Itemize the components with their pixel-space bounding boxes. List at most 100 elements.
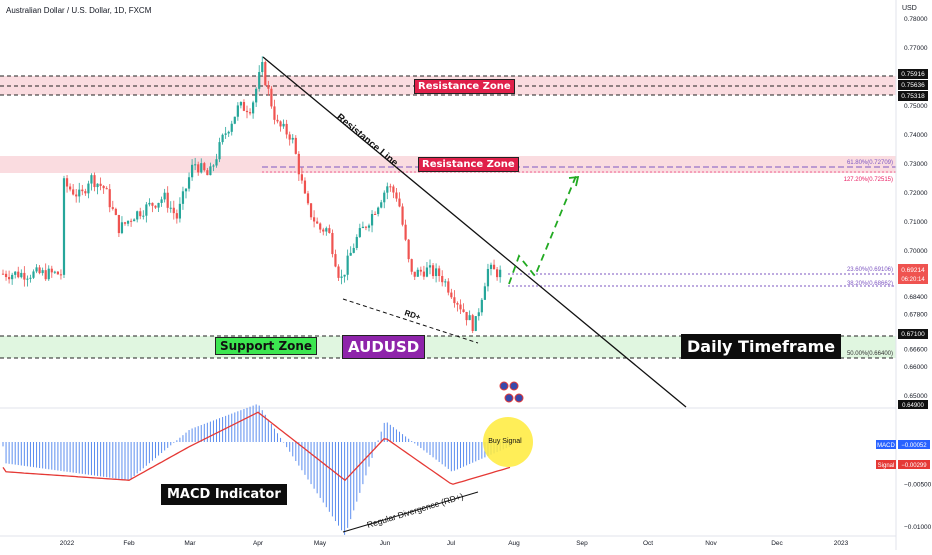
candle-body: [236, 105, 239, 117]
candle-body: [465, 311, 468, 321]
candle-body: [209, 166, 212, 176]
price-axis-tick: 0.66000: [904, 364, 928, 371]
price-axis-tick: 0.78000: [904, 16, 928, 23]
resistance-zone-label-upper: Resistance Zone: [414, 79, 515, 94]
price-axis-tick: 0.67800: [904, 312, 928, 319]
price-tag-a: 0.75916: [901, 71, 925, 78]
candle-body: [187, 177, 191, 189]
candle-body: [416, 269, 419, 277]
candle-body: [47, 268, 50, 280]
price-axis-tick: 0.70000: [904, 248, 928, 255]
projection-path: [508, 175, 577, 285]
candle-body: [459, 304, 462, 310]
candle-body: [191, 164, 194, 178]
candle-body: [62, 178, 66, 275]
candle-body: [157, 202, 160, 208]
candle-body: [72, 189, 75, 195]
time-axis-tick: Sep: [576, 540, 588, 547]
candle-body: [154, 205, 157, 208]
candle-body: [374, 213, 377, 215]
support-zone-label: Support Zone: [215, 337, 318, 355]
candle-body: [267, 85, 270, 89]
candle-body: [313, 217, 316, 222]
candle-body: [145, 204, 148, 216]
candle-body: [105, 188, 108, 190]
projection-arrowhead: [568, 175, 580, 187]
candle-body: [398, 198, 401, 207]
candle-body: [386, 186, 389, 193]
candle-body: [297, 153, 300, 175]
candle-body: [319, 223, 322, 230]
candle-body: [142, 215, 145, 217]
pair-label: AUDUSD: [342, 335, 426, 359]
regular-divergence-line: [342, 491, 479, 533]
candle-body: [258, 72, 261, 89]
candle-body: [447, 281, 450, 293]
candle-body: [26, 278, 29, 280]
price-tag-box: [898, 400, 928, 409]
candle-body: [4, 273, 8, 278]
candle-body: [206, 170, 209, 176]
time-axis-tick: 2023: [834, 540, 849, 547]
candle-body: [50, 268, 53, 273]
candle-body: [483, 286, 486, 300]
candle-body: [11, 274, 14, 280]
candle-body: [480, 299, 483, 313]
candle-body: [471, 315, 474, 331]
candle-body: [328, 228, 331, 233]
candle-body: [136, 211, 139, 220]
candle-body: [53, 271, 56, 273]
rd-divergence-line: [342, 298, 479, 344]
candle-body: [389, 186, 392, 188]
candle-body: [178, 203, 181, 219]
candle-body: [255, 88, 258, 103]
candle-body: [337, 266, 340, 278]
support-lines: [0, 335, 896, 359]
candle-body: [322, 229, 325, 232]
candle-body: [431, 265, 435, 277]
price-tag-b: 0.75636: [901, 82, 925, 89]
fib-236-label: 23.60%(0.69106): [847, 267, 893, 273]
fib-50-label: 50.00%(0.66400): [847, 351, 893, 357]
candle-body: [163, 192, 166, 200]
candle-body: [252, 102, 255, 114]
candle-body: [419, 269, 422, 272]
candle-body: [300, 174, 303, 181]
candle-body: [133, 219, 136, 222]
candle-body: [65, 178, 69, 187]
candle-body: [428, 265, 432, 268]
candle-body: [270, 88, 273, 107]
candle-body: [264, 62, 267, 86]
candle-body: [29, 277, 32, 279]
candle-body: [221, 134, 224, 143]
candle-body: [468, 315, 471, 321]
candlestick-series: [1, 56, 502, 334]
candle-body: [248, 112, 252, 114]
candle-body: [172, 207, 175, 214]
candle-body: [358, 228, 361, 237]
macd-indicator-label: MACD Indicator: [161, 484, 287, 505]
candle-body: [215, 159, 218, 166]
candle-body: [218, 142, 221, 160]
candle-body: [410, 259, 413, 272]
buy-signal-label: Buy Signal: [488, 438, 522, 445]
candle-body: [474, 316, 477, 331]
buy-signal-circle: [483, 417, 533, 467]
candle-body: [44, 270, 47, 280]
candle-body: [239, 102, 242, 106]
candle-body: [90, 175, 93, 184]
candle-body: [352, 247, 355, 253]
candle-body: [349, 252, 352, 256]
candle-body: [401, 206, 404, 225]
candle-body: [230, 123, 233, 132]
macd-tag-box: [876, 440, 896, 449]
candle-body: [184, 188, 188, 192]
signal-line: [2, 411, 511, 485]
candle-body: [169, 207, 172, 209]
fib-1272-label: 127.20%(0.72515): [844, 177, 893, 183]
candle-body: [93, 175, 96, 188]
candle-body: [444, 281, 447, 283]
candle-body: [486, 268, 490, 287]
candle-body: [325, 228, 328, 232]
price-tag-box: [898, 329, 928, 339]
